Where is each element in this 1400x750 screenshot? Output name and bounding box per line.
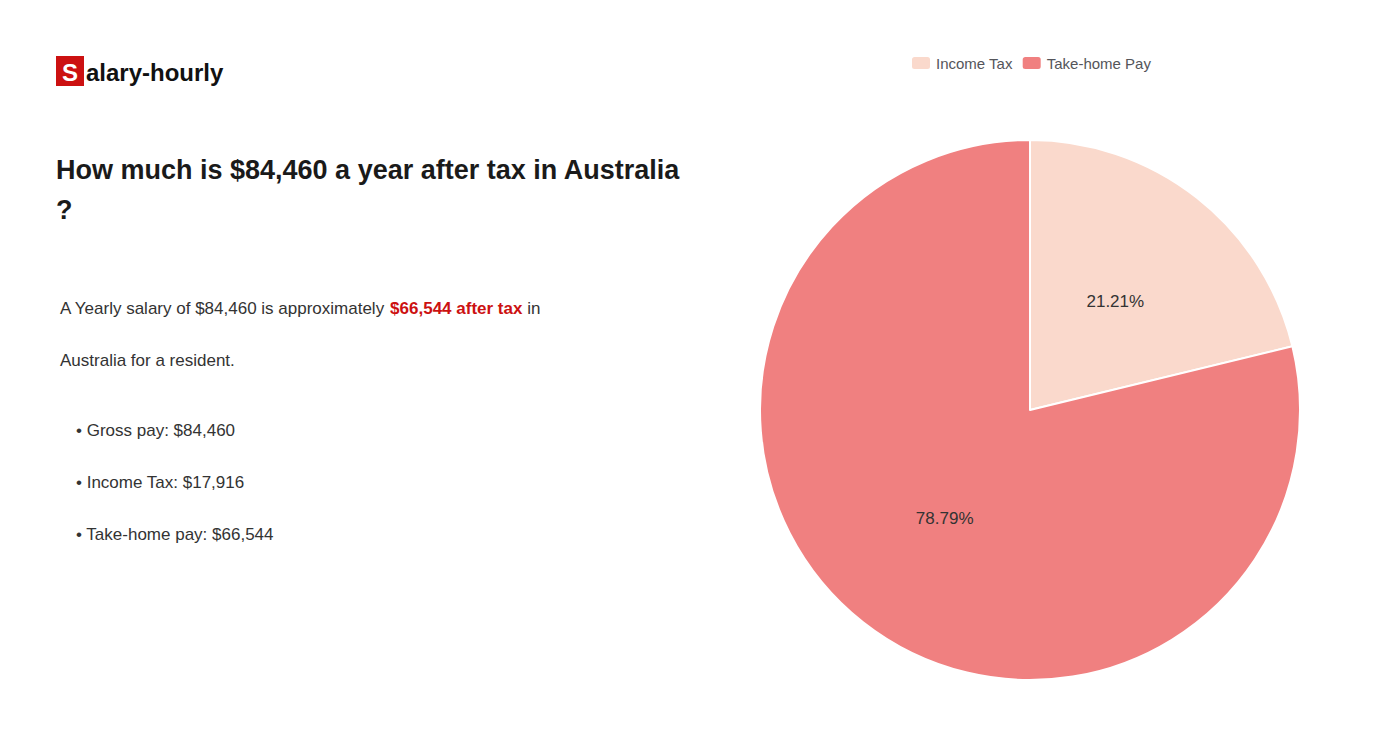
svg-text:?: ? <box>56 195 73 225</box>
svg-text:Australia for a resident.: Australia for a resident. <box>60 351 235 370</box>
svg-text:$66,544 after tax: $66,544 after tax <box>390 299 523 318</box>
svg-text:78.79%: 78.79% <box>916 509 974 528</box>
svg-text:in: in <box>522 299 540 318</box>
svg-text:• Take-home pay: $66,544: • Take-home pay: $66,544 <box>76 525 274 544</box>
svg-text:alary-hourly: alary-hourly <box>86 59 224 86</box>
svg-text:• Gross pay: $84,460: • Gross pay: $84,460 <box>76 421 235 440</box>
svg-text:A Yearly salary of $84,460 is: A Yearly salary of $84,460 is approximat… <box>60 299 389 318</box>
svg-text:S: S <box>62 59 78 86</box>
svg-text:21.21%: 21.21% <box>1086 292 1144 311</box>
svg-text:Income Tax: Income Tax <box>936 55 1013 72</box>
svg-text:How much is $84,460 a year aft: How much is $84,460 a year after tax in … <box>56 155 680 185</box>
svg-text:Take-home Pay: Take-home Pay <box>1047 55 1152 72</box>
svg-text:• Income Tax: $17,916: • Income Tax: $17,916 <box>76 473 244 492</box>
